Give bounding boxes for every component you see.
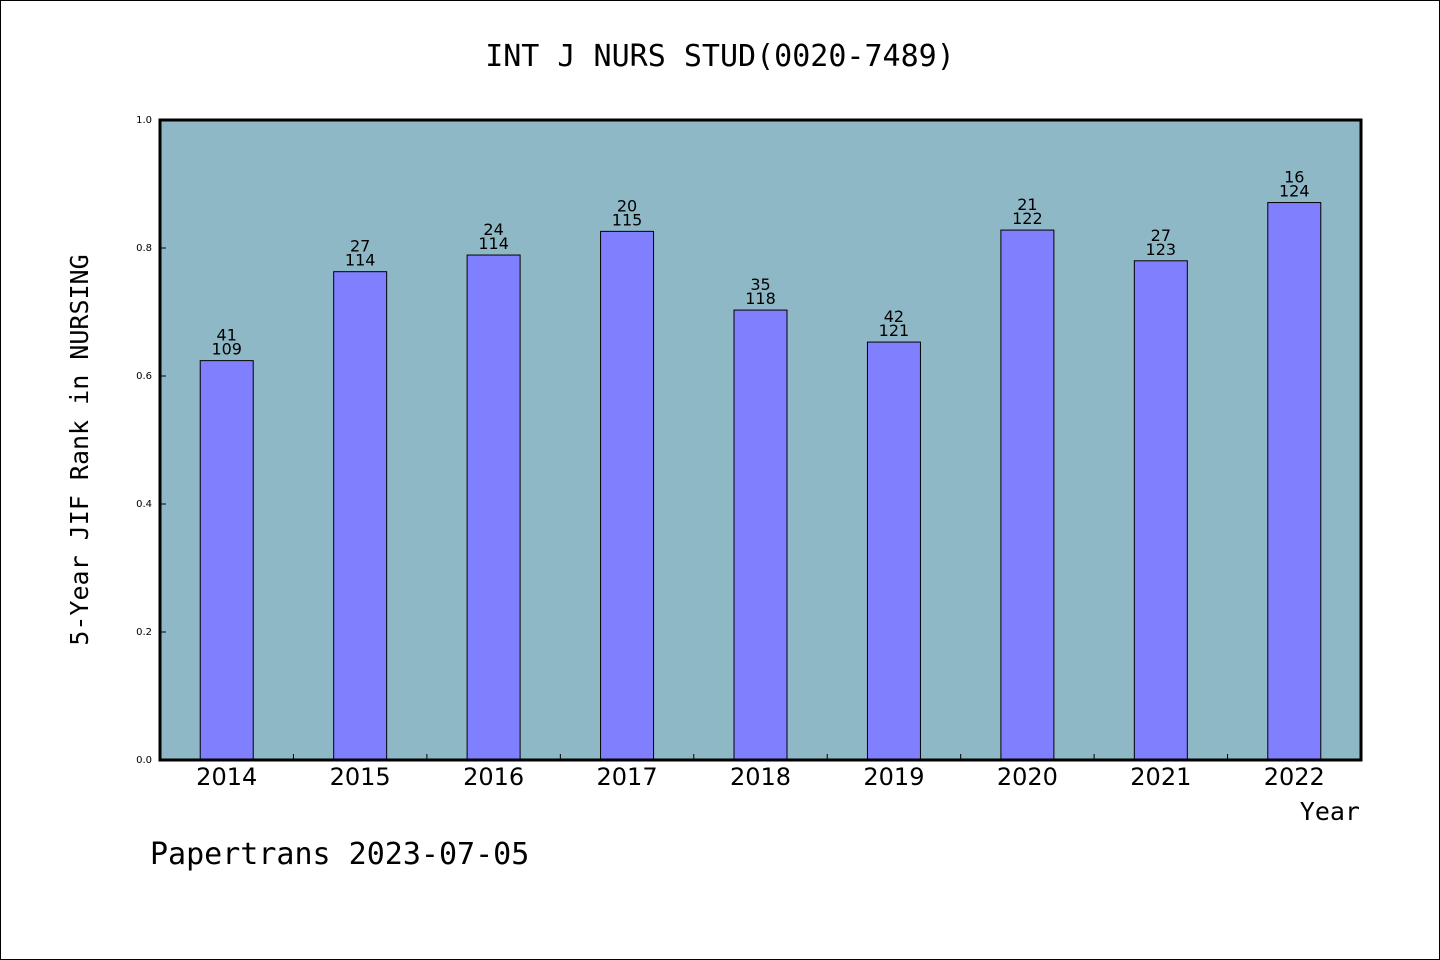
bar-2015: [333, 271, 388, 761]
y-tick-label: 1.0: [136, 115, 152, 126]
bar-2014: [199, 360, 254, 761]
bar-rank-label: 16: [1284, 168, 1304, 187]
x-tick-label: 2014: [196, 763, 257, 791]
bar-rank-label: 21: [1017, 195, 1037, 214]
bar-rank-label: 27: [1151, 226, 1171, 245]
bar-total-label: 114: [345, 251, 376, 270]
x-tick-label: 2016: [463, 763, 524, 791]
bar-rank-label: 35: [750, 275, 770, 294]
bar-total-label: 121: [879, 321, 910, 340]
ticks-group: 2014 2015 2016 2017 2018 2019 2020 2021 20220.00…: [136, 115, 1325, 791]
bar-total-label: 118: [745, 289, 776, 308]
y-tick-label: 0.0: [136, 755, 152, 766]
x-tick-label: 2021: [1130, 763, 1191, 791]
bar-total-label: 122: [1012, 209, 1043, 228]
y-tick-label: 0.6: [136, 371, 152, 382]
x-tick-label: 2017: [597, 763, 658, 791]
footer-credit: Papertrans 2023-07-05: [150, 837, 529, 872]
plot-border: [158, 118, 1363, 762]
bar-2022: [1267, 202, 1322, 761]
bar-2017: [600, 230, 655, 761]
bar-rank-label: 20: [617, 196, 637, 215]
x-axis-label: Year: [1300, 797, 1360, 826]
bar-rank-label: 24: [483, 220, 503, 239]
x-tick-label: 2018: [730, 763, 791, 791]
bar-total-label: 123: [1146, 240, 1177, 259]
y-tick-label: 0.8: [136, 243, 152, 254]
x-tick-label: 2022: [1264, 763, 1325, 791]
bar-2021: [1133, 260, 1188, 761]
bar-2019: [866, 341, 921, 761]
x-tick-label: 2020: [997, 763, 1058, 791]
x-tick-label: 2019: [863, 763, 924, 791]
bars-group: 4110927114241142011535118421212112227123…: [199, 168, 1322, 761]
y-axis-label: 5-Year JIF Rank in NURSING: [65, 254, 94, 645]
bar-rank-label: 41: [217, 326, 237, 345]
x-tick-label: 2015: [330, 763, 391, 791]
bar-2016: [466, 254, 521, 761]
chart-title: INT J NURS STUD(0020-7489): [485, 39, 955, 74]
bar-total-label: 124: [1279, 182, 1310, 201]
bar-2018: [733, 309, 788, 761]
bar-total-label: 115: [612, 210, 643, 229]
bar-total-label: 109: [211, 340, 242, 359]
bar-rank-label: 27: [350, 237, 370, 256]
y-tick-label: 0.4: [136, 499, 152, 510]
bar-2020: [1000, 229, 1055, 761]
bar-total-label: 114: [478, 234, 509, 253]
y-tick-label: 0.2: [136, 627, 152, 638]
bar-rank-label: 42: [884, 307, 904, 326]
